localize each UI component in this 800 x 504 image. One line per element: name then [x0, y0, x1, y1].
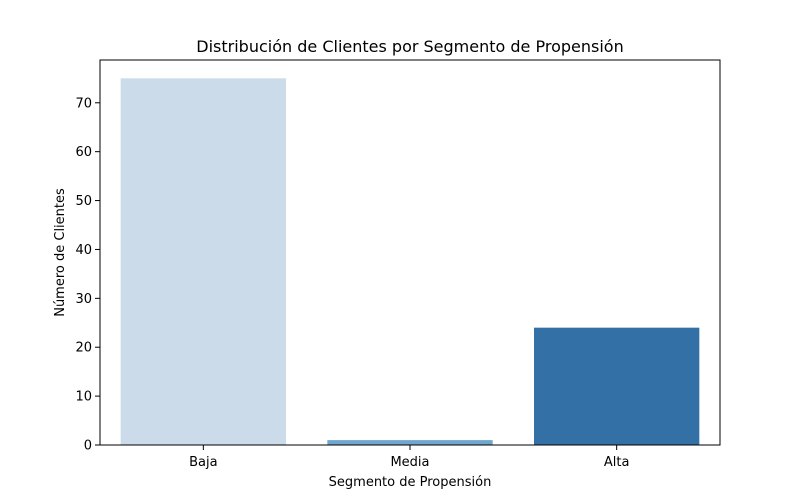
y-tick-label: 60	[75, 145, 92, 160]
y-tick-label: 50	[75, 194, 92, 209]
x-tick-label: Media	[390, 455, 429, 470]
bar-alta	[534, 327, 700, 445]
y-tick-label: 40	[75, 243, 92, 258]
y-tick-label: 70	[75, 96, 92, 111]
y-axis: 0 10 20 30 40 50 60 70	[75, 96, 100, 454]
bar-media	[327, 440, 493, 445]
x-axis: Baja Media Alta	[189, 445, 629, 470]
y-tick-label: 20	[75, 341, 92, 356]
bar-baja	[120, 78, 287, 445]
bars-group	[120, 78, 700, 445]
x-axis-label: Segmento de Propensión	[329, 475, 492, 490]
plot-frame	[99, 59, 721, 446]
x-tick-label: Alta	[604, 455, 630, 470]
x-tick-label: Baja	[189, 455, 217, 470]
y-tick-label: 30	[75, 292, 92, 307]
y-tick-label: 10	[75, 390, 92, 405]
y-axis-label: Número de Clientes	[53, 188, 68, 317]
y-tick-label: 0	[84, 439, 92, 454]
chart-title: Distribución de Clientes por Segmento de…	[196, 37, 623, 56]
